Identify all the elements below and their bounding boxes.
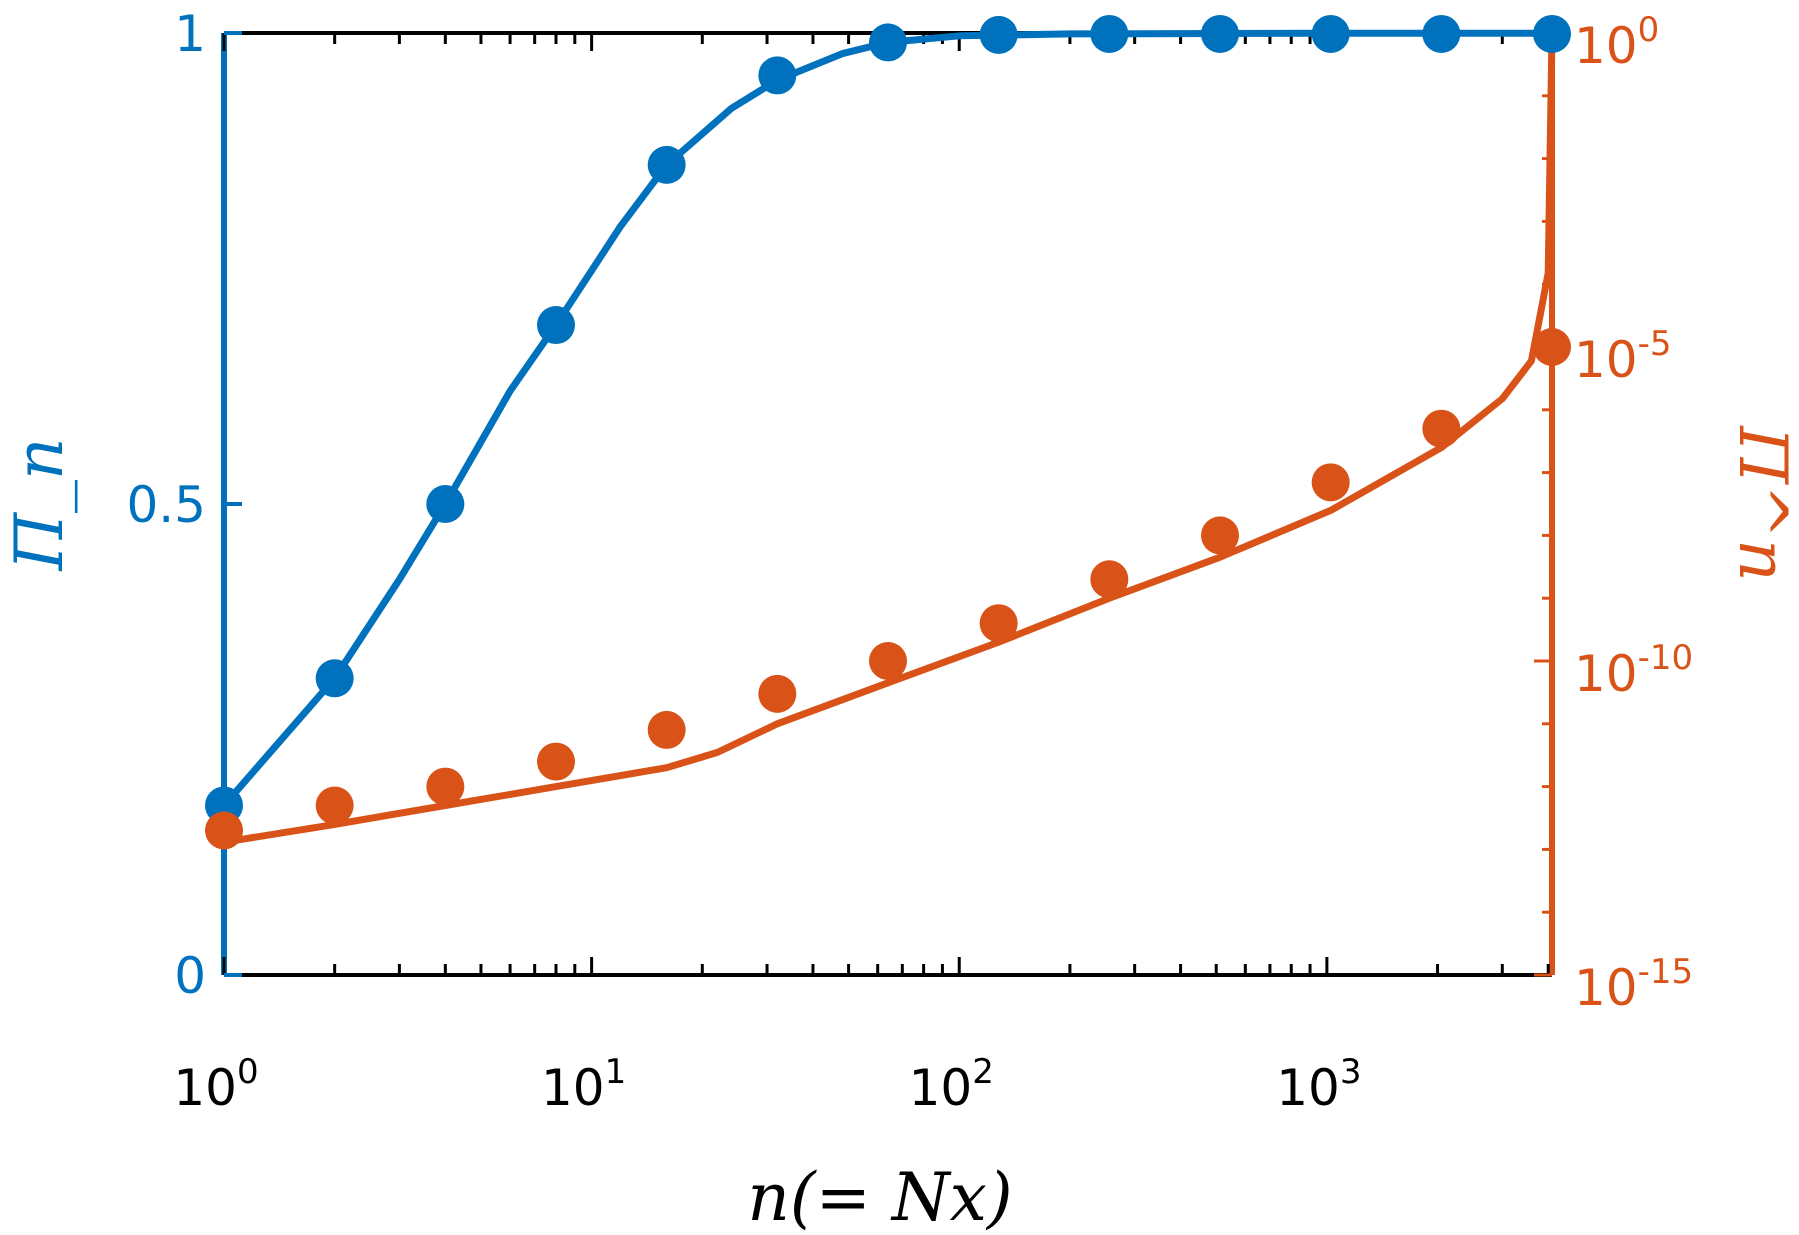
series-lines — [220, 29, 1556, 846]
data-point-right — [537, 742, 575, 781]
y-right-tick-label: 10-15 — [1574, 952, 1693, 1017]
axis-titles: n(= Nx) Π_n Π^n — [1, 425, 1799, 1235]
data-point-right — [1422, 409, 1461, 448]
y-left-axis-title: Π_n — [1, 437, 78, 571]
data-point-right — [647, 710, 686, 749]
data-point-right — [758, 674, 797, 713]
data-point-left — [1533, 14, 1571, 53]
x-tick-label: 101 — [541, 1052, 626, 1117]
y-right-tick-label: 100 — [1574, 10, 1659, 75]
data-point-right — [869, 642, 907, 680]
y-right-axis-title: Π^n — [1724, 425, 1799, 581]
data-point-left — [869, 23, 907, 62]
x-axis-title: n(= Nx) — [747, 1159, 1012, 1235]
x-tick-label: 103 — [1276, 1052, 1361, 1117]
y-left-tick-label: 0.5 — [126, 476, 206, 534]
data-point-left — [979, 15, 1018, 54]
series-markers — [205, 14, 1571, 850]
data-point-left — [426, 485, 465, 523]
y-right-tick-label: 10-10 — [1574, 638, 1693, 703]
data-point-left — [1311, 14, 1350, 53]
y-right-tick-label: 10-5 — [1574, 324, 1672, 389]
data-point-right — [979, 604, 1018, 643]
data-point-right — [1311, 463, 1350, 502]
data-point-left — [647, 145, 686, 184]
y-left-tick-label: 1 — [174, 5, 206, 63]
series-line-left — [220, 29, 1556, 809]
minor-ticks — [222, 31, 1552, 977]
y-left-tick-label: 0 — [174, 947, 206, 1005]
data-point-left — [1090, 14, 1129, 53]
data-point-left — [537, 306, 575, 345]
series-line-right — [220, 29, 1556, 846]
tick-labels: 100 101 102 103 100 10-5 10-10 10-15 0 0.5 1 — [126, 5, 1693, 1117]
data-point-right — [426, 767, 465, 806]
data-point-left — [758, 56, 797, 95]
data-point-left — [315, 659, 354, 698]
plot-frame — [221, 31, 1555, 977]
x-tick-label: 100 — [173, 1052, 258, 1117]
data-point-right — [205, 811, 243, 850]
data-point-right — [1090, 560, 1129, 599]
x-tick-label: 102 — [909, 1052, 994, 1117]
data-point-right — [1201, 516, 1239, 555]
data-point-right — [1533, 328, 1571, 366]
data-point-left — [1201, 14, 1239, 53]
data-point-left — [1422, 14, 1461, 53]
data-point-right — [315, 786, 354, 825]
